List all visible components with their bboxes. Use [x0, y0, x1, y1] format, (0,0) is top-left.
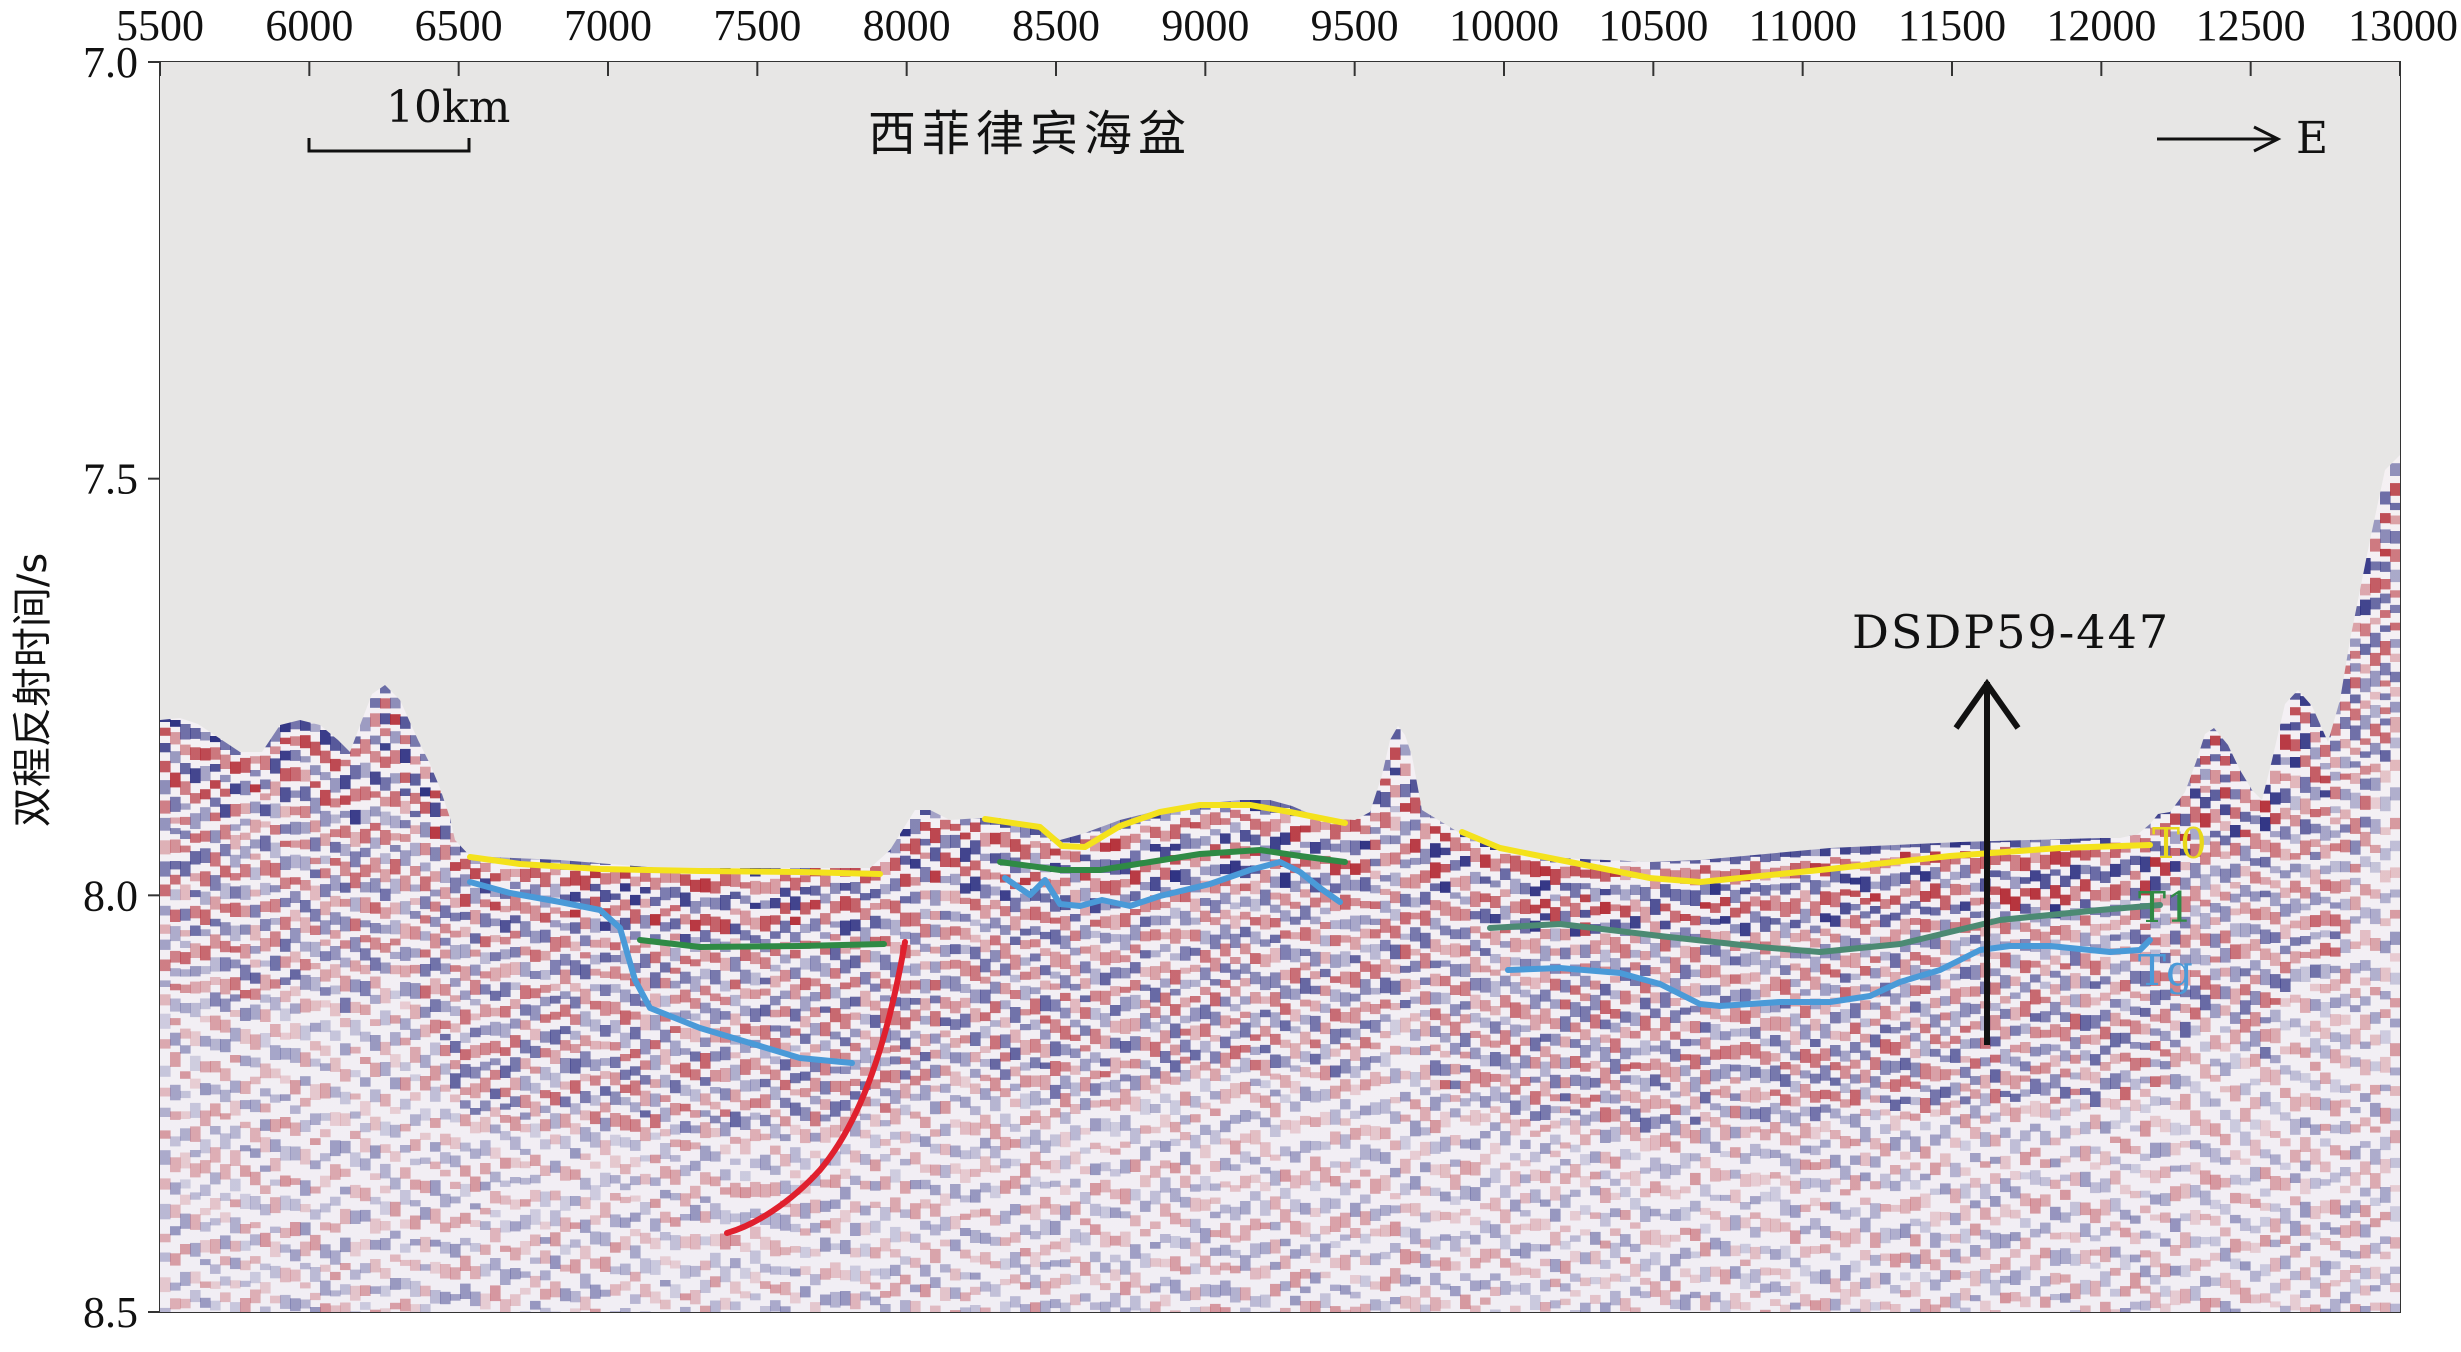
y-axis-tick-label: 8.5 — [83, 1288, 138, 1337]
y-axis-ticks: 7.0 7.5 8.0 8.5 — [83, 38, 160, 1337]
y-axis-tick-label: 8.0 — [83, 871, 138, 920]
seismic-section — [160, 62, 2400, 1312]
x-axis-tick-label: 6000 — [265, 1, 353, 50]
basin-name-label: 西菲律宾海盆 — [868, 106, 1192, 162]
horizon-tg-west — [467, 879, 855, 1066]
x-axis-tick-label: 7500 — [713, 1, 801, 50]
y-axis-title: 双程反射时间/s — [10, 553, 56, 827]
x-axis-tick-label: 11000 — [1748, 1, 1856, 50]
east-arrow-icon — [2157, 125, 2282, 153]
x-axis-tick-label: 12000 — [2046, 1, 2156, 50]
x-axis-tick-label: 5500 — [116, 1, 204, 50]
axes: 5500 6000 6500 7000 7500 8000 8500 9000 9500 1000… — [10, 1, 2458, 1337]
horizon-t1-west — [637, 937, 887, 950]
x-axis-ticks: 5500 6000 6500 7000 7500 8000 8500 9000 9500 1000… — [116, 1, 2458, 76]
scale-bar-icon — [307, 138, 471, 153]
horizon-tg-east — [1505, 937, 2153, 1009]
direction-label: E — [2296, 113, 2328, 164]
x-axis-tick-label: 10000 — [1449, 1, 1559, 50]
interpreted-horizons — [467, 802, 2163, 1236]
horizon-t0-label: T0 — [2152, 819, 2207, 868]
drill-site-arrow-icon — [1953, 678, 2021, 1045]
figure-annotations: 10km 西菲律宾海盆 E DSDP59-447 T0 T1 Tg — [307, 82, 2328, 1045]
horizon-t0-west — [467, 854, 883, 877]
y-axis-tick-label: 7.0 — [83, 38, 138, 87]
x-axis-tick-label: 7000 — [564, 1, 652, 50]
x-axis-tick-label: 10500 — [1598, 1, 1708, 50]
scale-bar-label: 10km — [386, 82, 510, 133]
drill-site-label: DSDP59-447 — [1852, 605, 2170, 659]
x-axis-tick-label: 13000 — [2348, 1, 2458, 50]
horizon-t1-central — [997, 847, 1348, 873]
horizon-t1-label: T1 — [2138, 883, 2193, 932]
x-axis-tick-label: 9500 — [1311, 1, 1399, 50]
horizon-t1-east — [1487, 902, 2163, 955]
x-axis-tick-label: 6500 — [415, 1, 503, 50]
fault-line — [724, 939, 908, 1236]
horizon-t0-central — [982, 802, 1348, 850]
x-axis-tick-label: 12500 — [2196, 1, 2306, 50]
x-axis-tick-label: 11500 — [1898, 1, 2006, 50]
horizon-t0-east — [1459, 829, 2153, 885]
water-column — [160, 62, 2400, 868]
y-axis-tick-label: 7.5 — [83, 455, 138, 504]
x-axis-tick-label: 8500 — [1012, 1, 1100, 50]
x-axis-tick-label: 9000 — [1161, 1, 1249, 50]
horizon-tg-label: Tg — [2138, 946, 2193, 995]
x-axis-tick-label: 8000 — [863, 1, 951, 50]
horizon-tg-central — [1002, 859, 1343, 909]
